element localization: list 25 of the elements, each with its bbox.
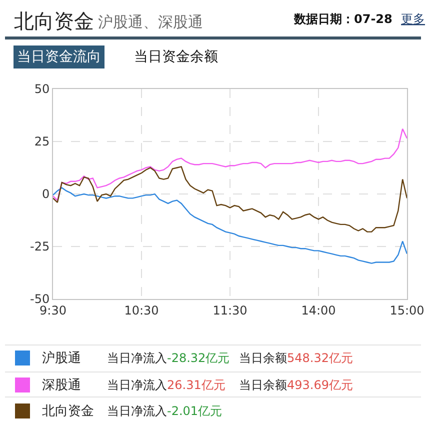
- y-tick-label: 50: [34, 82, 50, 96]
- text: 当日净流入-28.32亿元: [107, 351, 230, 365]
- x-tick-label: 10:30: [124, 303, 159, 318]
- text: 当日净流入26.31亿元: [107, 378, 226, 392]
- chart-title: 北向资金: [14, 9, 94, 33]
- x-tick-label: 14:00: [301, 303, 336, 318]
- text: 更多: [401, 12, 425, 26]
- text: 当日余额548.32亿元: [239, 351, 353, 365]
- text: 当日资金余额: [134, 49, 218, 65]
- text: 当日余额493.69亿元: [239, 378, 353, 392]
- y-tick-label: -25: [30, 240, 50, 254]
- x-tick-label: 11:30: [212, 303, 248, 318]
- text: 当日资金流向: [17, 49, 101, 65]
- y-tick-label: 25: [34, 134, 50, 149]
- legend-label: 沪股通: [42, 350, 81, 366]
- x-tick-label: 15:00: [390, 303, 424, 318]
- line-series: [53, 187, 407, 264]
- line-series: [53, 166, 407, 232]
- y-tick-label: 0: [42, 187, 50, 202]
- legend-label: 北向资金: [42, 404, 94, 419]
- legend-label: 深股通: [42, 378, 81, 393]
- text: 当日净流入-2.01亿元: [107, 404, 222, 418]
- chart-subtitle: 沪股通、深股通: [98, 13, 203, 31]
- line-series: [53, 128, 407, 201]
- text: 数据日期：07-28: [293, 12, 392, 26]
